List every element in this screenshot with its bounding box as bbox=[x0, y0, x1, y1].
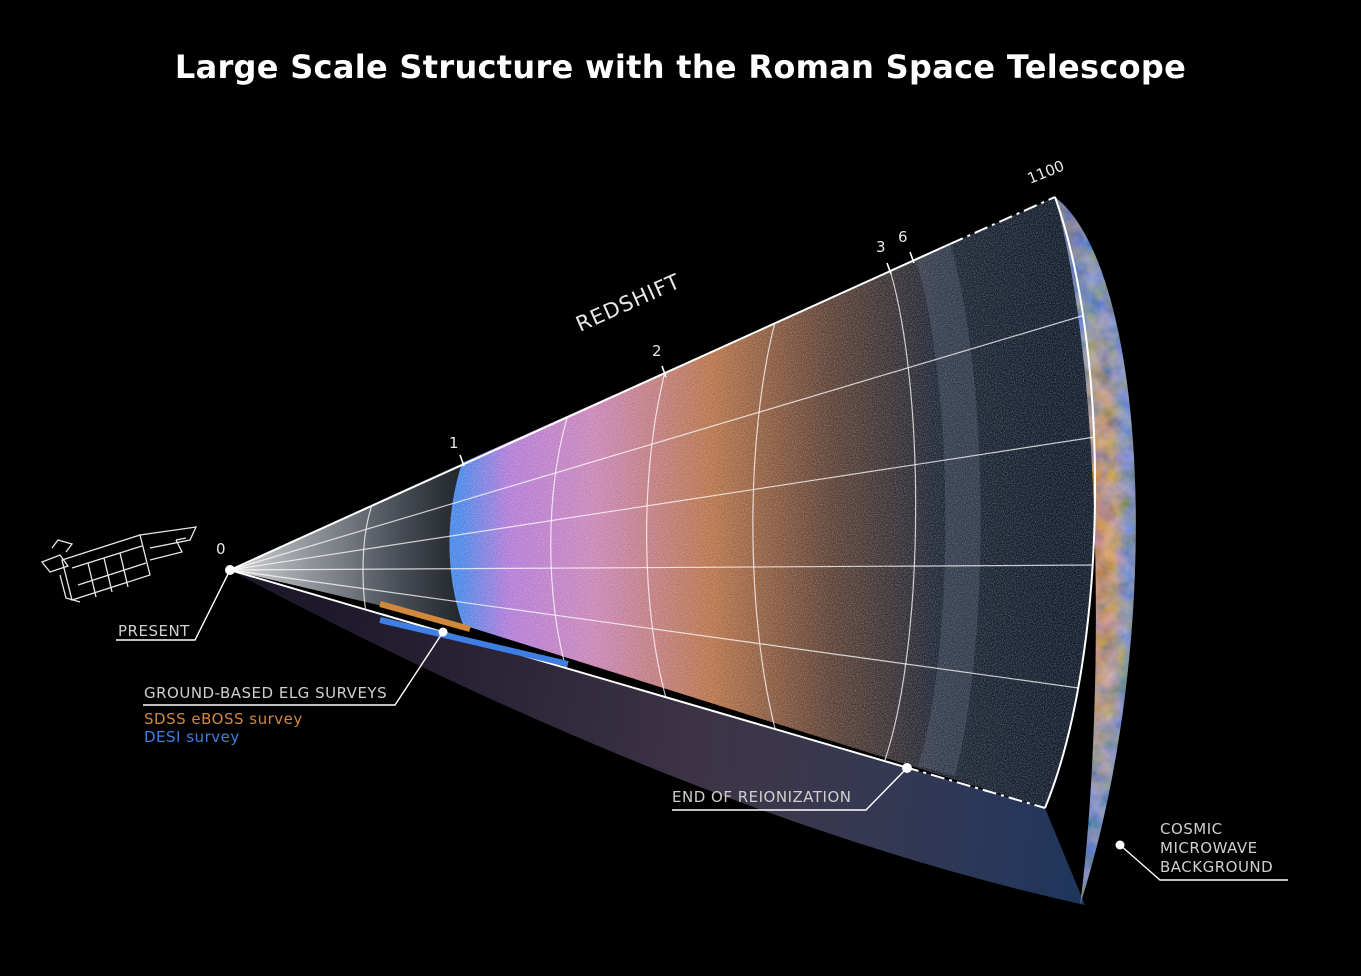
galaxy-texture bbox=[449, 197, 1096, 808]
cone-grid bbox=[230, 269, 1096, 761]
roman-space-telescope-icon bbox=[40, 526, 198, 603]
cone-underside bbox=[230, 570, 1085, 905]
desi-label: DESI survey bbox=[144, 728, 240, 746]
cmb-label-line2: MICROWAVE bbox=[1160, 839, 1258, 857]
near-universe-region bbox=[230, 463, 463, 625]
page-title: Large Scale Structure with the Roman Spa… bbox=[174, 48, 1187, 86]
sdss-survey-bar bbox=[379, 601, 471, 632]
cmb-label-line1: COSMIC bbox=[1160, 820, 1223, 838]
leader-lines bbox=[116, 569, 1288, 881]
redshift-axis-label: REDSHIFT bbox=[572, 269, 684, 336]
cmb-label-line3: BACKGROUND bbox=[1160, 858, 1273, 876]
desi-survey-bar bbox=[379, 617, 569, 667]
tick-label-2: 2 bbox=[652, 342, 662, 360]
redshift-ticks bbox=[459, 251, 915, 467]
ground-surveys-label: GROUND-BASED ELG SURVEYS bbox=[144, 684, 387, 702]
tick-label-0: 0 bbox=[216, 540, 226, 558]
tick-label-6: 6 bbox=[898, 228, 908, 246]
reionization-label: END OF REIONIZATION bbox=[672, 788, 851, 806]
sdss-label: SDSS eBOSS survey bbox=[144, 710, 303, 728]
cone-outline bbox=[229, 196, 1097, 809]
tick-label-1: 1 bbox=[449, 434, 459, 452]
tick-label-3: 3 bbox=[876, 238, 886, 256]
tick-label-1100: 1100 bbox=[1025, 157, 1067, 188]
present-label: PRESENT bbox=[118, 622, 190, 640]
reionization-band bbox=[915, 243, 981, 776]
